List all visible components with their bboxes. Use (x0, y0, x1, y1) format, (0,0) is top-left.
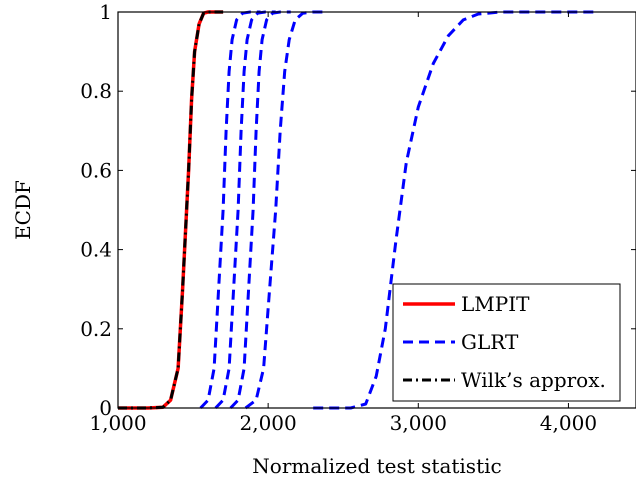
series-line-0 (118, 10, 224, 410)
y-axis-label: ECDF (11, 180, 35, 240)
legend-entries: LMPIT GLRT Wilk’s approx. (403, 292, 606, 392)
series-line-1 (199, 10, 261, 410)
ticks-layer: 1,000 2,000 3,000 4,000 0 0.2 0.4 0.6 0.8 1 (80, 0, 636, 435)
y-tick-label: 0.2 (80, 317, 112, 341)
series-layer (118, 10, 599, 410)
x-tick-label: 2,000 (240, 411, 297, 435)
series-line-3 (229, 10, 291, 410)
x-axis-label: Normalized test statistic (252, 454, 501, 478)
series-line-2 (214, 10, 276, 410)
y-tick-label: 0.6 (80, 158, 112, 182)
series-line-5 (313, 10, 599, 410)
y-tick-label: 1 (99, 0, 112, 24)
y-tick-label: 0.4 (80, 238, 112, 262)
legend-entry-label: GLRT (461, 330, 519, 354)
x-tick-label: 1,000 (89, 411, 146, 435)
y-tick-label: 0 (99, 396, 112, 420)
y-tick-label: 0.8 (80, 79, 112, 103)
series-line-4 (244, 10, 329, 410)
plot-frame (117, 11, 636, 409)
x-tick-label: 3,000 (390, 411, 447, 435)
series-line-6 (118, 10, 224, 410)
legend: LMPIT GLRT Wilk’s approx. (392, 283, 621, 402)
legend-entry-label: Wilk’s approx. (461, 368, 606, 392)
x-tick-label: 4,000 (540, 411, 597, 435)
legend-entry-label: LMPIT (461, 292, 530, 316)
